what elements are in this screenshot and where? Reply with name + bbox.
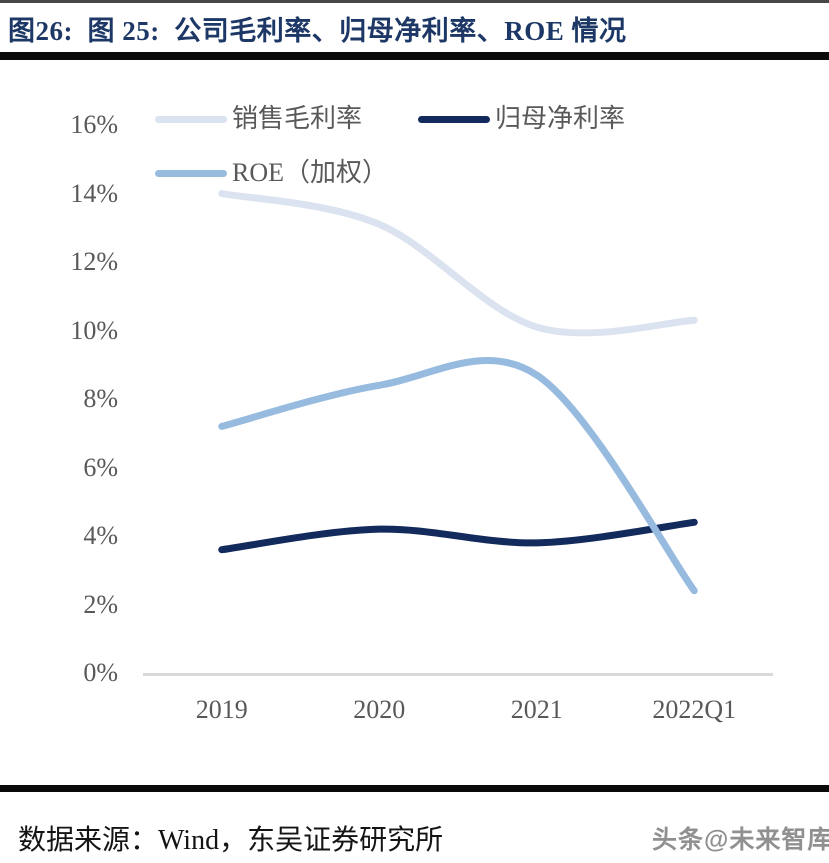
y-axis-tick-label: 16% xyxy=(70,110,118,139)
legend-swatch-roe-weighted xyxy=(155,169,227,177)
legend-item-gross-margin: 销售毛利率 xyxy=(155,104,362,134)
watermark-label: 头条@未来智库 xyxy=(652,826,829,854)
x-axis-category-label: 2021 xyxy=(510,695,563,724)
legend-label: ROE（加权） xyxy=(232,158,389,187)
series-line-gross-margin xyxy=(218,190,698,337)
y-axis-tick-label: 12% xyxy=(70,247,118,276)
data-source-note: 数据来源：Wind，东吴证券研究所 xyxy=(18,825,444,856)
y-axis-tick-label: 6% xyxy=(83,452,118,482)
y-axis-tick-label: 4% xyxy=(83,521,118,550)
x-axis-category-label: 2022Q1 xyxy=(652,695,737,724)
legend-item-net-margin: 归母净利率 xyxy=(418,104,625,134)
y-axis-tick-label: 0% xyxy=(83,658,118,687)
figure-title: 图26: 图 25: 公司毛利率、归母净利率、ROE 情况 xyxy=(8,16,627,46)
title-divider-bar xyxy=(0,52,829,60)
legend-label: 归母净利率 xyxy=(495,104,626,133)
y-axis-tick-label: 10% xyxy=(70,315,118,345)
y-axis-tick-label: 8% xyxy=(83,384,118,413)
legend-item-roe-weighted: ROE（加权） xyxy=(155,158,388,188)
footer-divider-bar xyxy=(0,785,829,792)
x-axis-category-label: 2020 xyxy=(353,695,406,724)
x-axis-category-label: 2019 xyxy=(195,695,248,724)
y-axis-tick-label: 2% xyxy=(83,589,118,619)
top-border-rule xyxy=(0,0,829,3)
series-line-net-margin xyxy=(218,518,698,554)
legend-swatch-gross-margin xyxy=(155,115,227,123)
legend-label: 销售毛利率 xyxy=(232,104,363,133)
legend-swatch-net-margin xyxy=(418,115,490,123)
series-line-roe-weighted xyxy=(218,357,698,595)
y-axis-tick-label: 14% xyxy=(70,178,118,208)
